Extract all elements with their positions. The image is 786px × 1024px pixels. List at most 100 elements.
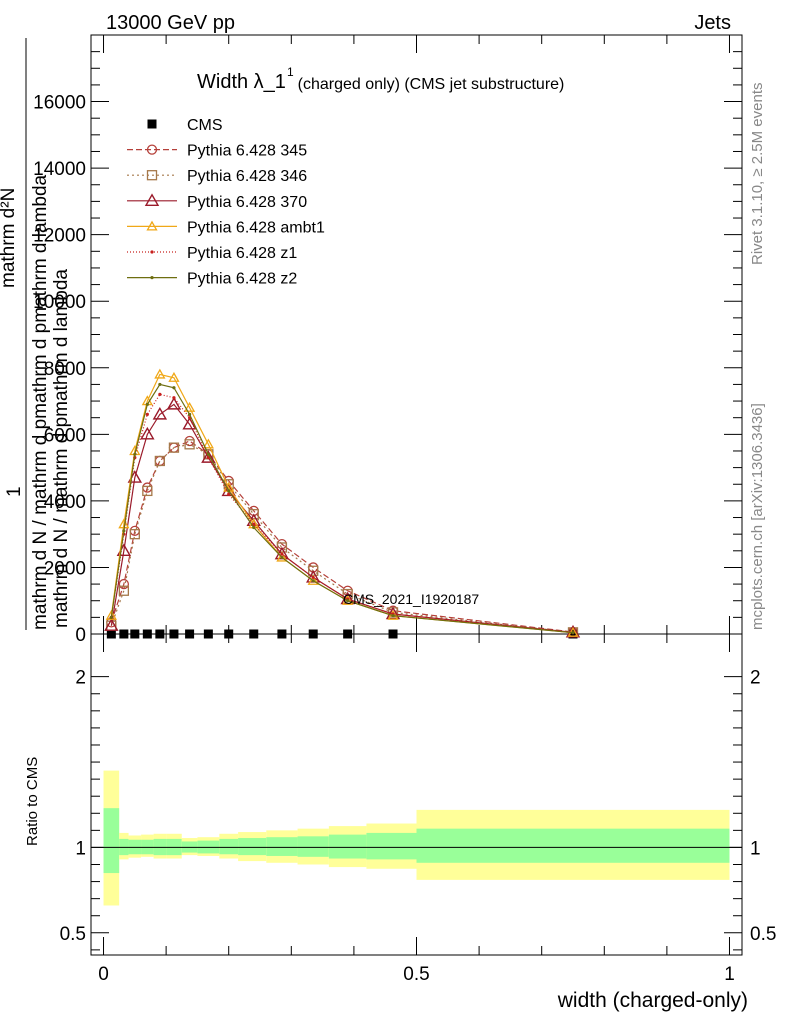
- ratio-frame: [90, 633, 743, 956]
- data-point: [184, 439, 195, 450]
- data-point: [145, 402, 149, 406]
- legend-marker: [144, 193, 160, 207]
- legend-marker: [147, 119, 157, 129]
- x-tick-label: 0: [98, 964, 109, 985]
- data-point: [145, 412, 149, 416]
- ratio-y-tick-label: 0.5: [60, 924, 86, 945]
- data-point: [172, 386, 176, 390]
- legend-entry: Pythia 6.428 370: [127, 193, 307, 211]
- legend-label: Pythia 6.428 345: [187, 143, 307, 160]
- data-point: [130, 629, 140, 639]
- y-tick-label: 12000: [33, 226, 86, 247]
- green-band-bin: [416, 828, 730, 863]
- data-point: [252, 522, 256, 526]
- data-point: [119, 629, 129, 639]
- legend-entry: Pythia 6.428 z2: [127, 271, 297, 288]
- data-point: [224, 629, 234, 639]
- data-point: [104, 618, 119, 631]
- data-point: [201, 450, 216, 463]
- data-point: [227, 489, 231, 493]
- series-layer: [104, 368, 581, 639]
- legend-label: Pythia 6.428 ambt1: [187, 219, 325, 236]
- data-point: [185, 629, 195, 639]
- data-point: [346, 599, 350, 603]
- data-point: [342, 594, 354, 605]
- data-point: [152, 406, 168, 420]
- legend-label: Pythia 6.428 370: [187, 194, 307, 211]
- data-point: [252, 525, 256, 530]
- data-point: [155, 629, 165, 639]
- green-band-bin: [297, 836, 329, 857]
- data-point: [166, 396, 182, 410]
- data-point: [308, 629, 318, 639]
- legend-marker: [150, 276, 154, 280]
- data-point: [133, 452, 137, 456]
- header-left: 13000 GeV pp: [106, 12, 235, 34]
- ratio-y-tick-label-right: 2: [750, 668, 761, 689]
- data-point: [280, 552, 284, 556]
- green-band-bin: [366, 832, 417, 860]
- legend-label: Pythia 6.428 z1: [187, 245, 297, 262]
- ylabel-num-one: 1: [4, 486, 25, 497]
- data-point: [249, 629, 259, 639]
- watermark: CMS_2021_I1920187: [343, 591, 479, 607]
- ratio-ticks: 0 0.5 1 0.5 0.5 1 1 2 2: [60, 634, 776, 985]
- green-band-bin: [219, 838, 239, 855]
- data-point: [280, 555, 284, 560]
- y-axis-label: mathrm d²N 1 mathrm d N / mathrm d pmath…: [0, 38, 72, 630]
- data-point: [565, 624, 581, 638]
- data-point: [106, 629, 116, 639]
- y-tick-label: 0: [75, 625, 86, 646]
- y-tick-label: 4000: [44, 492, 86, 513]
- green-band-bin: [328, 834, 367, 859]
- data-point: [391, 614, 395, 618]
- legend-entry: Pythia 6.428 ambt1: [127, 219, 325, 236]
- data-point: [276, 551, 288, 562]
- green-band-bin: [103, 808, 120, 874]
- data-point: [203, 629, 213, 639]
- data-point: [118, 585, 130, 596]
- data-point: [142, 629, 152, 639]
- x-axis-label: width (charged-only): [557, 989, 748, 1012]
- data-point: [154, 368, 166, 379]
- data-point: [105, 609, 117, 620]
- ylabel-bottom-line2: mathrm d N / mathrm d pmathrm d lambda: [51, 269, 72, 628]
- x-tick-label: 1: [724, 964, 735, 985]
- ratio-y-tick-label: 1: [75, 838, 86, 859]
- title-main: Width λ_1: [197, 71, 286, 93]
- data-point: [183, 401, 196, 412]
- data-point: [311, 575, 315, 580]
- series-2: [106, 439, 579, 638]
- data-point: [109, 615, 113, 619]
- legend-entry: Pythia 6.428 z1: [127, 245, 297, 262]
- data-point: [227, 492, 231, 496]
- data-point: [168, 371, 180, 382]
- legend-marker: [146, 144, 158, 155]
- side-label-mcplots: mcplots.cern.ch [arXiv:1306.3436]: [749, 403, 766, 630]
- green-band-bin: [266, 837, 298, 856]
- ratio-y-tick-label-right: 0.5: [750, 924, 776, 945]
- y-tick-label: 2000: [44, 558, 86, 579]
- data-point: [118, 578, 130, 590]
- y-tick-label: 14000: [33, 159, 86, 180]
- data-point: [122, 529, 126, 533]
- x-tick-label: 0.5: [403, 964, 429, 985]
- data-point: [184, 435, 195, 447]
- data-point: [158, 392, 162, 396]
- data-point: [571, 631, 575, 635]
- data-point: [307, 574, 319, 585]
- legend: CMS Pythia 6.428 345 Pythia 6.428 346 Pythi…: [127, 117, 325, 288]
- ratio-bands: [91, 770, 742, 906]
- y-tick-label: 10000: [33, 292, 86, 313]
- legend-marker: [150, 250, 154, 254]
- y-tick-label: 6000: [44, 425, 86, 446]
- legend-label: Pythia 6.428 346: [187, 168, 307, 185]
- legend-marker: [146, 170, 158, 181]
- data-point: [385, 606, 401, 620]
- data-point: [169, 629, 179, 639]
- data-point: [168, 442, 180, 453]
- ratio-y-tick-label-right: 1: [750, 838, 761, 859]
- series-6: [109, 382, 575, 635]
- data-point: [172, 396, 176, 400]
